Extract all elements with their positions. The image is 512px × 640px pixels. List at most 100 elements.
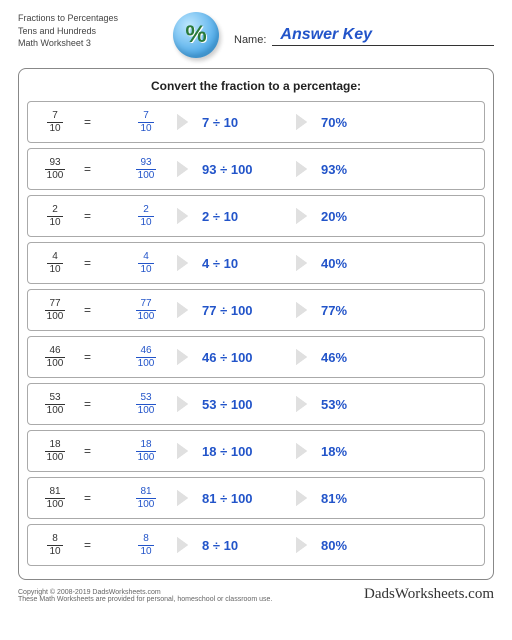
percent-result: 80% — [321, 538, 371, 553]
arrow-icon — [296, 490, 307, 506]
copyright-text: Copyright © 2008-2019 DadsWorksheets.com — [18, 589, 272, 596]
percent-icon-wrap: % — [166, 12, 226, 58]
equals-sign: = — [84, 209, 91, 223]
answer-numerator: 4 — [141, 252, 151, 263]
arrow-icon — [296, 114, 307, 130]
equals-sign: = — [84, 491, 91, 505]
answer-fraction: 93100 — [129, 158, 163, 181]
problem-fraction: 53100 — [38, 393, 72, 416]
equals-sign: = — [84, 256, 91, 270]
division-step: 93 ÷ 100 — [202, 162, 282, 177]
arrow-icon — [296, 208, 307, 224]
arrow-icon — [296, 349, 307, 365]
brand-text: DadsWorksheets.com — [364, 586, 494, 603]
instruction-text: Convert the fraction to a percentage: — [27, 79, 485, 93]
denominator: 10 — [47, 216, 62, 228]
numerator: 18 — [47, 440, 62, 451]
arrow-icon — [177, 490, 188, 506]
division-step: 4 ÷ 10 — [202, 256, 282, 271]
arrow-icon — [177, 443, 188, 459]
problem-fraction: 77100 — [38, 299, 72, 322]
percent-icon: % — [173, 12, 219, 58]
problem-row: 81100=8110081 ÷ 10081% — [27, 477, 485, 519]
answer-fraction: 81100 — [129, 487, 163, 510]
problem-row: 810=8108 ÷ 1080% — [27, 524, 485, 566]
answer-denominator: 10 — [138, 545, 153, 557]
problem-row: 46100=4610046 ÷ 10046% — [27, 336, 485, 378]
name-value: Answer Key — [280, 26, 372, 44]
percent-result: 53% — [321, 397, 371, 412]
problem-row: 53100=5310053 ÷ 10053% — [27, 383, 485, 425]
answer-fraction: 18100 — [129, 440, 163, 463]
worksheet-frame: Convert the fraction to a percentage: 71… — [18, 68, 494, 580]
problem-row: 77100=7710077 ÷ 10077% — [27, 289, 485, 331]
equals-sign: = — [84, 444, 91, 458]
numerator: 8 — [50, 534, 60, 545]
numerator: 7 — [50, 111, 60, 122]
answer-denominator: 100 — [136, 357, 157, 369]
arrow-icon — [296, 537, 307, 553]
problem-row: 410=4104 ÷ 1040% — [27, 242, 485, 284]
denominator: 100 — [45, 169, 66, 181]
title-block: Fractions to Percentages Tens and Hundre… — [18, 12, 158, 50]
answer-numerator: 53 — [138, 393, 153, 404]
problem-row: 210=2102 ÷ 1020% — [27, 195, 485, 237]
arrow-icon — [177, 114, 188, 130]
denominator: 10 — [47, 122, 62, 134]
title-line-3: Math Worksheet 3 — [18, 37, 158, 50]
answer-fraction: 710 — [129, 111, 163, 134]
answer-fraction: 77100 — [129, 299, 163, 322]
percent-result: 93% — [321, 162, 371, 177]
numerator: 77 — [47, 299, 62, 310]
denominator: 100 — [45, 498, 66, 510]
title-line-2: Tens and Hundreds — [18, 25, 158, 38]
problems-list: 710=7107 ÷ 1070%93100=9310093 ÷ 10093%21… — [27, 101, 485, 566]
arrow-icon — [177, 255, 188, 271]
worksheet-header: Fractions to Percentages Tens and Hundre… — [18, 12, 494, 58]
answer-numerator: 77 — [138, 299, 153, 310]
arrow-icon — [177, 302, 188, 318]
numerator: 4 — [50, 252, 60, 263]
arrow-icon — [296, 396, 307, 412]
problem-fraction: 81100 — [38, 487, 72, 510]
answer-denominator: 100 — [136, 498, 157, 510]
denominator: 100 — [45, 451, 66, 463]
worksheet-footer: Copyright © 2008-2019 DadsWorksheets.com… — [18, 586, 494, 603]
denominator: 100 — [45, 357, 66, 369]
problem-fraction: 210 — [38, 205, 72, 228]
percent-result: 46% — [321, 350, 371, 365]
problem-row: 710=7107 ÷ 1070% — [27, 101, 485, 143]
percent-result: 40% — [321, 256, 371, 271]
percent-result: 18% — [321, 444, 371, 459]
equals-sign: = — [84, 397, 91, 411]
arrow-icon — [296, 255, 307, 271]
problem-fraction: 46100 — [38, 346, 72, 369]
answer-denominator: 100 — [136, 169, 157, 181]
problem-fraction: 410 — [38, 252, 72, 275]
answer-fraction: 46100 — [129, 346, 163, 369]
arrow-icon — [177, 161, 188, 177]
percent-result: 77% — [321, 303, 371, 318]
name-block: Name: Answer Key — [234, 12, 494, 46]
arrow-icon — [177, 349, 188, 365]
equals-sign: = — [84, 538, 91, 552]
arrow-icon — [177, 396, 188, 412]
arrow-icon — [296, 161, 307, 177]
problem-row: 18100=1810018 ÷ 10018% — [27, 430, 485, 472]
problem-fraction: 93100 — [38, 158, 72, 181]
division-step: 81 ÷ 100 — [202, 491, 282, 506]
answer-fraction: 210 — [129, 205, 163, 228]
percent-result: 81% — [321, 491, 371, 506]
equals-sign: = — [84, 115, 91, 129]
answer-numerator: 18 — [138, 440, 153, 451]
division-step: 2 ÷ 10 — [202, 209, 282, 224]
arrow-icon — [296, 302, 307, 318]
division-step: 7 ÷ 10 — [202, 115, 282, 130]
equals-sign: = — [84, 350, 91, 364]
division-step: 18 ÷ 100 — [202, 444, 282, 459]
answer-denominator: 10 — [138, 216, 153, 228]
problem-fraction: 18100 — [38, 440, 72, 463]
answer-denominator: 100 — [136, 451, 157, 463]
problem-fraction: 810 — [38, 534, 72, 557]
numerator: 81 — [47, 487, 62, 498]
